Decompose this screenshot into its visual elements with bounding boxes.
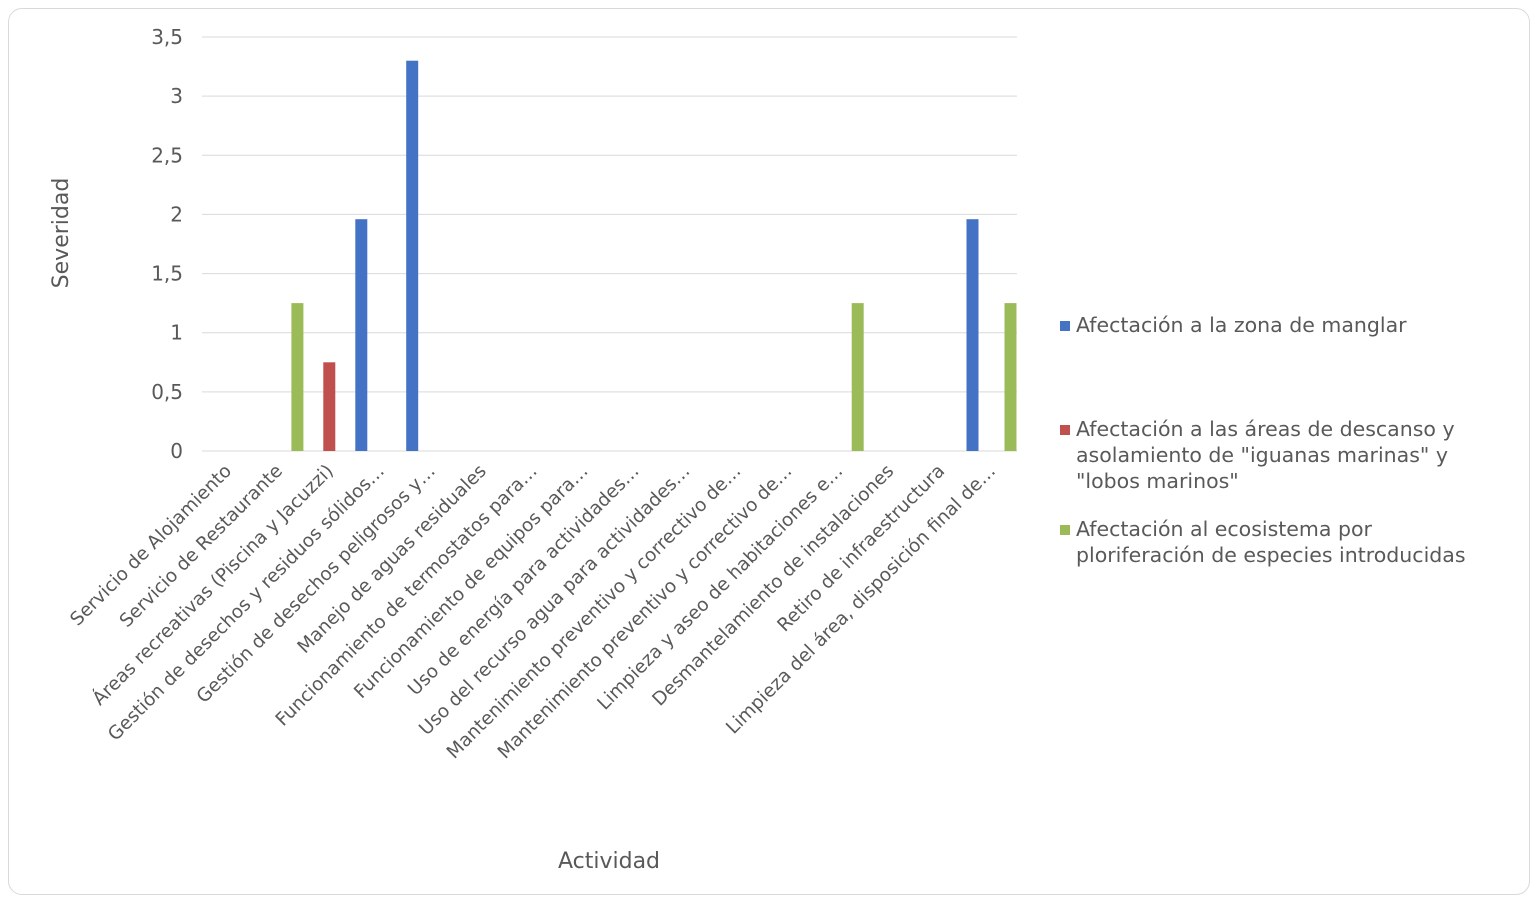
- y-tick-label: 2: [170, 202, 183, 226]
- bars: [291, 60, 1017, 451]
- x-category-label: Funcionamiento de equipos para…: [350, 461, 592, 703]
- legend-label: Afectación al ecosistema por ploriferació…: [1076, 517, 1466, 567]
- legend-item: Afectación a la zona de manglar: [1060, 312, 1407, 338]
- legend-swatch: [1060, 425, 1070, 435]
- y-tick-label: 3,5: [151, 25, 183, 49]
- legend-item: Afectación al ecosistema por ploriferació…: [1060, 516, 1466, 568]
- y-tick-label: 3: [170, 84, 183, 108]
- legend-label: Afectación a las áreas de descanso y asol…: [1076, 417, 1455, 493]
- y-axis-title: Severidad: [49, 178, 74, 289]
- bar-series3-cat13: [851, 303, 864, 451]
- y-tick-label: 2,5: [151, 143, 183, 167]
- y-tick-label: 1,5: [151, 262, 183, 286]
- bar-series3-cat2: [291, 303, 304, 451]
- y-tick-label: 0: [170, 439, 183, 463]
- bar-series1-cat4: [355, 219, 368, 451]
- bar-series2-cat3: [323, 362, 336, 451]
- y-axis-ticks: 0 0,5 1 1,5 2 2,5 3 3,5: [151, 25, 183, 463]
- y-tick-label: 0,5: [151, 380, 183, 404]
- bar-series1-cat16: [966, 219, 979, 451]
- legend-item: Afectación a las áreas de descanso y asol…: [1060, 416, 1455, 494]
- bar-series1-cat5: [406, 60, 419, 451]
- gridlines: [202, 36, 1017, 452]
- legend-swatch: [1060, 525, 1070, 535]
- legend-label: Afectación a la zona de manglar: [1076, 313, 1407, 337]
- bar-series3-cat16: [1004, 303, 1017, 451]
- x-axis-title: Actividad: [558, 849, 660, 874]
- legend-swatch: [1060, 321, 1070, 331]
- y-tick-label: 1: [170, 321, 183, 345]
